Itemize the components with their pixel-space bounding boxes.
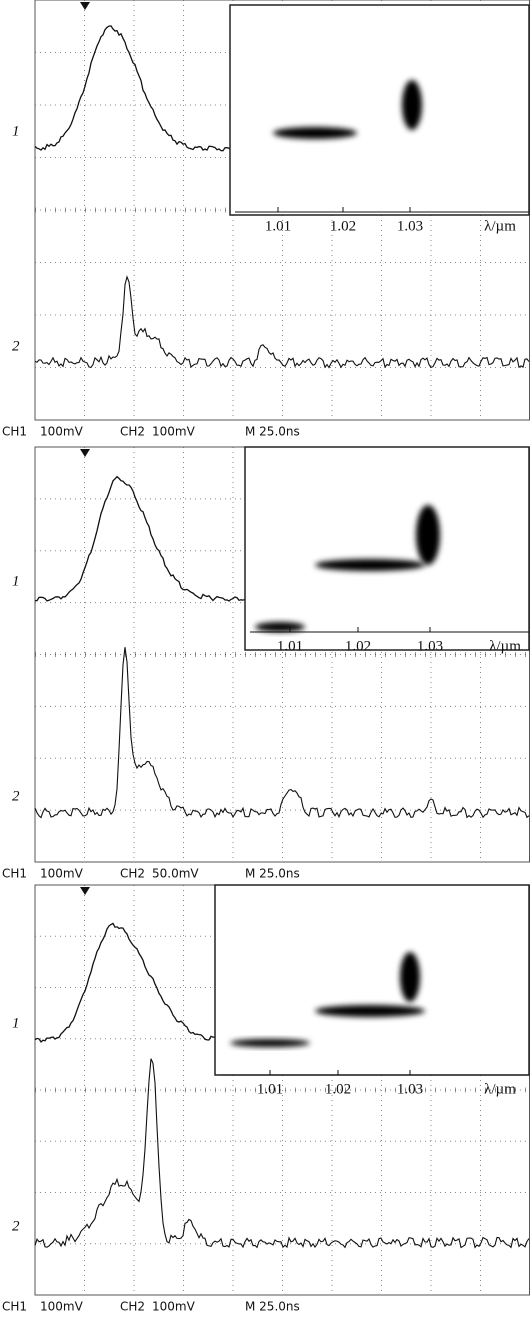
trigger-marker	[80, 2, 90, 10]
inset-tick-label: 1.01	[257, 1081, 283, 1097]
status-text: CH2	[120, 425, 145, 439]
status-text: 100mV	[40, 425, 84, 439]
trace-label: 1	[12, 573, 20, 589]
inset-tick-label: 1.01	[265, 218, 291, 234]
inset-tick-label: 1.02	[325, 1081, 351, 1097]
status-text: CH1	[2, 1300, 27, 1314]
trace-label: 2	[12, 788, 20, 804]
trigger-marker	[80, 449, 90, 457]
status-text: CH1	[2, 425, 27, 439]
trace-2	[34, 275, 530, 369]
inset-tick-label: 1.01	[277, 638, 303, 654]
inset-frame	[229, 4, 530, 216]
status-text: M 25.0ns	[245, 425, 300, 439]
inset-tick-label: 1.03	[397, 1081, 423, 1097]
spectral-spot	[315, 1005, 425, 1017]
status-text: 100mV	[152, 425, 196, 439]
inset-axis-label: λ/µm	[489, 638, 521, 654]
inset-axis-label: λ/µm	[484, 218, 516, 234]
status-text: CH2	[120, 867, 145, 881]
trace-2	[34, 647, 530, 819]
inset-tick-label: 1.03	[417, 638, 443, 654]
status-text: M 25.0ns	[245, 867, 300, 881]
status-text: M 25.0ns	[245, 1300, 300, 1314]
inset-tick-label: 1.02	[345, 638, 371, 654]
spectral-spot	[255, 622, 305, 632]
trigger-marker	[80, 887, 90, 895]
trace-label: 1	[12, 1015, 20, 1031]
scope-panel: 1 2 1.01 1.02 1.03 λ/µm CH1 100mV CH2 100mV M 25.0…	[2, 0, 530, 439]
status-text: CH1	[2, 867, 27, 881]
trace-label: 2	[12, 1218, 20, 1234]
scope-panel: 1 2 1.01 1.02 1.03 λ/µm CH1 100mV CH2 50.0mV M 25.…	[2, 446, 530, 881]
scope-panel: 1 2 1.01 1.02 1.03 λ/µm CH1 100mV CH2 100mV M 25.0…	[2, 884, 530, 1314]
status-text: 100mV	[40, 867, 84, 881]
inset-axis-label: λ/µm	[484, 1081, 516, 1097]
inset-frame	[244, 446, 530, 651]
inset-tick-label: 1.03	[397, 218, 423, 234]
inset-tick-label: 1.02	[330, 218, 356, 234]
trace-label: 2	[12, 338, 20, 354]
spectral-spot	[230, 1039, 310, 1047]
spectral-spot	[315, 559, 425, 571]
status-text: 100mV	[152, 1300, 196, 1314]
status-text: 100mV	[40, 1300, 84, 1314]
status-text: CH2	[120, 1300, 145, 1314]
status-text: 50.0mV	[152, 867, 199, 881]
trace-2	[34, 1058, 530, 1249]
spectral-spot	[273, 127, 357, 139]
trace-label: 1	[12, 123, 20, 139]
